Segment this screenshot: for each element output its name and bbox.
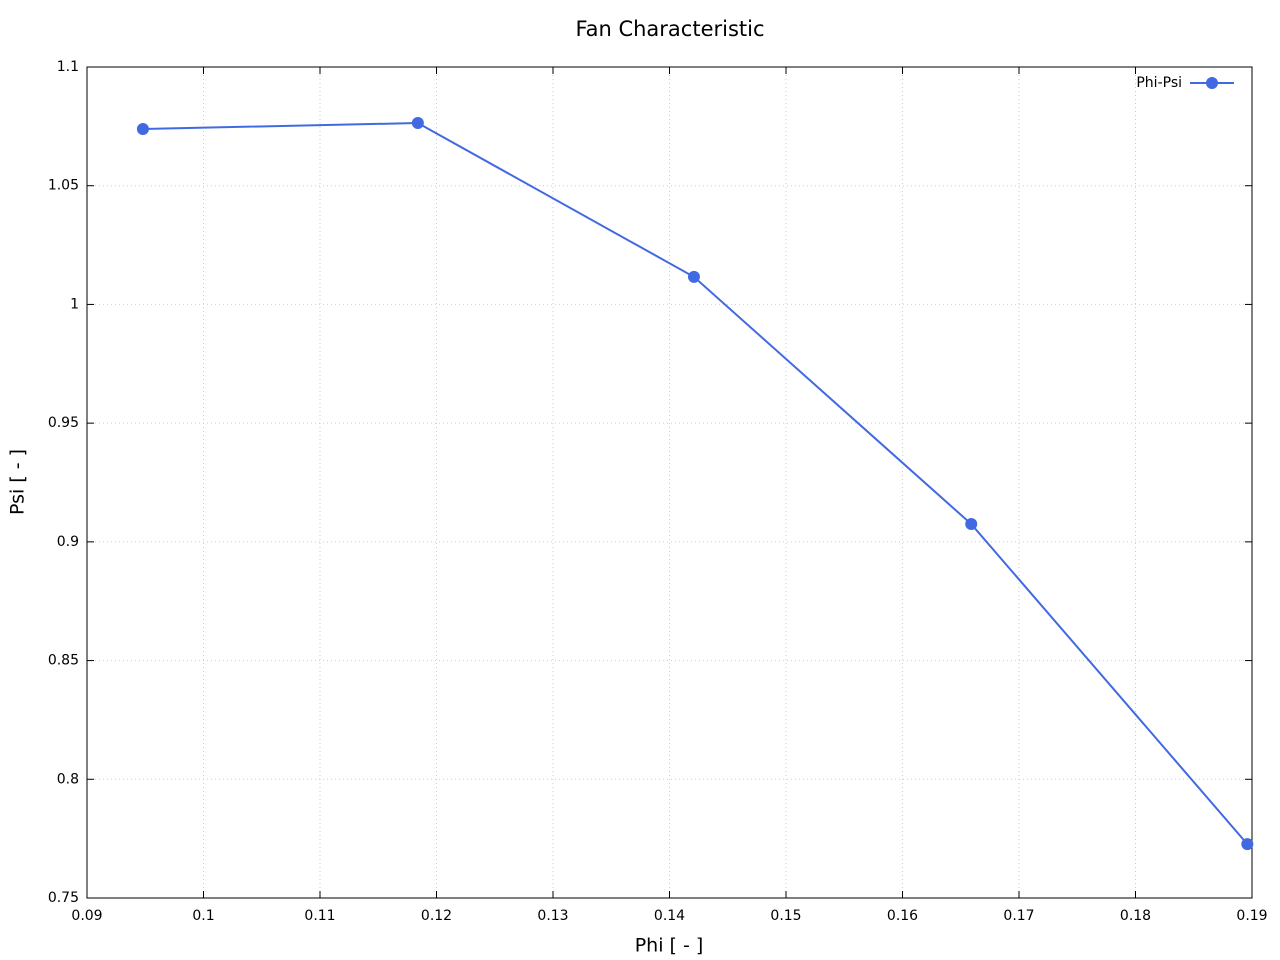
data-point xyxy=(136,122,149,135)
x-tick-label: 0.13 xyxy=(537,908,568,924)
y-tick-label: 1 xyxy=(70,296,79,312)
x-tick-label: 0.16 xyxy=(887,908,918,924)
x-tick-label: 0.1 xyxy=(192,908,214,924)
x-tick-label: 0.15 xyxy=(770,908,801,924)
x-tick-label: 0.11 xyxy=(304,908,335,924)
chart-title: Fan Characteristic xyxy=(575,17,764,41)
data-point xyxy=(1241,838,1254,851)
y-tick-label: 0.75 xyxy=(48,890,79,906)
legend-label: Phi-Psi xyxy=(1136,75,1182,91)
x-tick-label: 0.09 xyxy=(71,908,102,924)
data-point xyxy=(411,117,424,130)
x-axis-label: Phi [ - ] xyxy=(635,935,704,957)
data-line xyxy=(142,122,1249,845)
y-tick-label: 1.05 xyxy=(48,178,79,194)
y-tick-label: 0.85 xyxy=(48,653,79,669)
data-point xyxy=(965,518,978,531)
y-tick-label: 0.95 xyxy=(48,415,79,431)
x-tick-label: 0.19 xyxy=(1236,908,1267,924)
y-tick-label: 0.8 xyxy=(57,771,79,787)
data-point xyxy=(687,270,700,283)
y-tick-label: 1.1 xyxy=(57,59,79,75)
x-tick-label: 0.14 xyxy=(654,908,685,924)
y-axis-label: Psi [ - ] xyxy=(7,449,29,515)
y-tick-label: 0.9 xyxy=(57,534,79,550)
x-tick-label: 0.12 xyxy=(421,908,452,924)
plot-frame xyxy=(86,66,1253,899)
x-tick-label: 0.18 xyxy=(1120,908,1151,924)
legend-marker xyxy=(1206,77,1218,89)
x-tick-label: 0.17 xyxy=(1003,908,1034,924)
